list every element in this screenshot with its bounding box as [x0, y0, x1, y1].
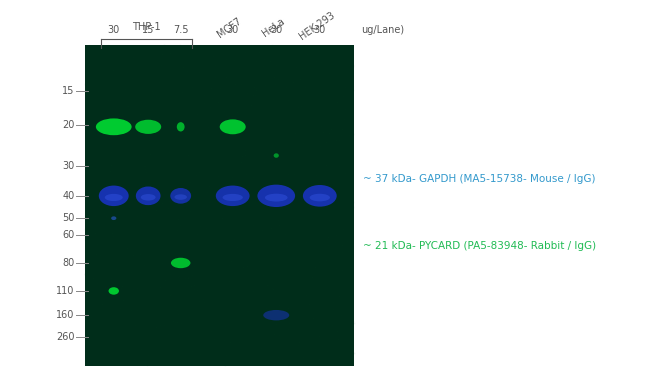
Ellipse shape: [141, 194, 155, 201]
Ellipse shape: [174, 194, 187, 200]
Text: ug/Lane): ug/Lane): [361, 25, 404, 35]
Ellipse shape: [171, 258, 190, 268]
Text: 30: 30: [62, 161, 75, 171]
Text: THP-1: THP-1: [132, 22, 161, 32]
Text: 30: 30: [270, 25, 282, 35]
Text: 30: 30: [108, 25, 120, 35]
Ellipse shape: [96, 118, 131, 135]
Text: 15: 15: [142, 25, 155, 35]
Ellipse shape: [216, 185, 250, 206]
Ellipse shape: [135, 120, 161, 134]
Text: 60: 60: [62, 230, 75, 240]
Ellipse shape: [265, 194, 287, 201]
Text: 15: 15: [62, 87, 75, 96]
Text: ~ 37 kDa- GAPDH (MA5-15738- Mouse / IgG): ~ 37 kDa- GAPDH (MA5-15738- Mouse / IgG): [363, 174, 595, 184]
Ellipse shape: [309, 194, 330, 201]
Ellipse shape: [177, 122, 185, 131]
Ellipse shape: [274, 153, 279, 158]
Text: 40: 40: [62, 191, 75, 201]
Ellipse shape: [109, 287, 119, 295]
Text: 160: 160: [57, 310, 75, 320]
Ellipse shape: [303, 185, 337, 207]
Ellipse shape: [263, 310, 289, 320]
Ellipse shape: [257, 185, 295, 207]
Text: 50: 50: [62, 213, 75, 223]
Ellipse shape: [111, 216, 116, 220]
Text: HeLa: HeLa: [261, 16, 287, 39]
Ellipse shape: [99, 185, 129, 206]
Ellipse shape: [170, 188, 191, 204]
Text: 20: 20: [62, 120, 75, 130]
Text: HEK-293: HEK-293: [297, 10, 337, 41]
Text: ~ 21 kDa- PYCARD (PA5-83948- Rabbit / IgG): ~ 21 kDa- PYCARD (PA5-83948- Rabbit / Ig…: [363, 241, 596, 251]
Text: 7.5: 7.5: [173, 25, 188, 35]
FancyBboxPatch shape: [84, 45, 354, 366]
Text: 30: 30: [314, 25, 326, 35]
Ellipse shape: [136, 186, 161, 205]
Ellipse shape: [220, 119, 246, 134]
Ellipse shape: [222, 194, 243, 201]
Text: 260: 260: [57, 332, 75, 342]
Text: 110: 110: [57, 286, 75, 296]
Text: 80: 80: [62, 258, 75, 268]
Text: MCF7: MCF7: [216, 16, 244, 40]
Ellipse shape: [105, 194, 123, 201]
Text: 30: 30: [227, 25, 239, 35]
